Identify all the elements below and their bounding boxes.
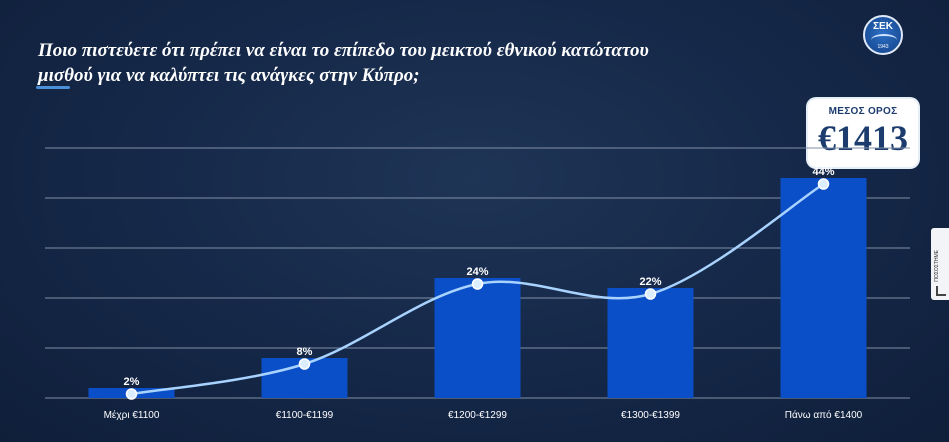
data-label: 44% xyxy=(812,166,834,178)
data-point xyxy=(298,358,311,370)
mean-label: ΜΕΣΟΣ ΟΡΟΣ xyxy=(828,106,898,117)
data-point xyxy=(471,278,484,290)
bar xyxy=(780,178,867,398)
x-tick-label: €1100-€1199 xyxy=(276,410,334,421)
bar xyxy=(607,288,694,398)
data-label: 2% xyxy=(124,376,140,388)
logo-wave-icon xyxy=(871,34,897,46)
mean-box: ΜΕΣΟΣ ΟΡΟΣ €1413 xyxy=(808,99,918,167)
x-tick-label: Πάνω από €1400 xyxy=(785,409,863,421)
x-tick-label: Μέχρι €1100 xyxy=(104,409,160,421)
x-tick-label: €1300-€1399 xyxy=(621,410,680,421)
title-line-1: Ποιο πιστεύετε ότι πρέπει να είναι το επ… xyxy=(38,40,649,61)
data-point xyxy=(125,388,138,400)
data-label: 8% xyxy=(297,346,313,358)
chart-title: Ποιο πιστεύετε ότι πρέπει να είναι το επ… xyxy=(38,38,778,88)
logo-text: ΣΕΚ xyxy=(873,21,893,32)
side-tab[interactable]: ΠΟΣΟΣΤΗΜΕ xyxy=(931,228,949,300)
data-label: 24% xyxy=(466,266,488,278)
data-point xyxy=(817,178,830,190)
title-underline xyxy=(36,86,70,89)
data-point xyxy=(644,288,657,300)
data-label: 22% xyxy=(639,276,661,288)
title-line-2: μισθού για να καλύπτει τις ανάγκες στην … xyxy=(38,65,420,86)
x-tick-label: €1200-€1299 xyxy=(448,410,507,421)
sek-logo: ΣΕΚ 1943 xyxy=(863,15,903,55)
bar xyxy=(434,278,521,398)
logo-year: 1943 xyxy=(877,44,889,50)
bar-chart-icon xyxy=(936,286,946,296)
mean-value: €1413 xyxy=(818,118,908,158)
